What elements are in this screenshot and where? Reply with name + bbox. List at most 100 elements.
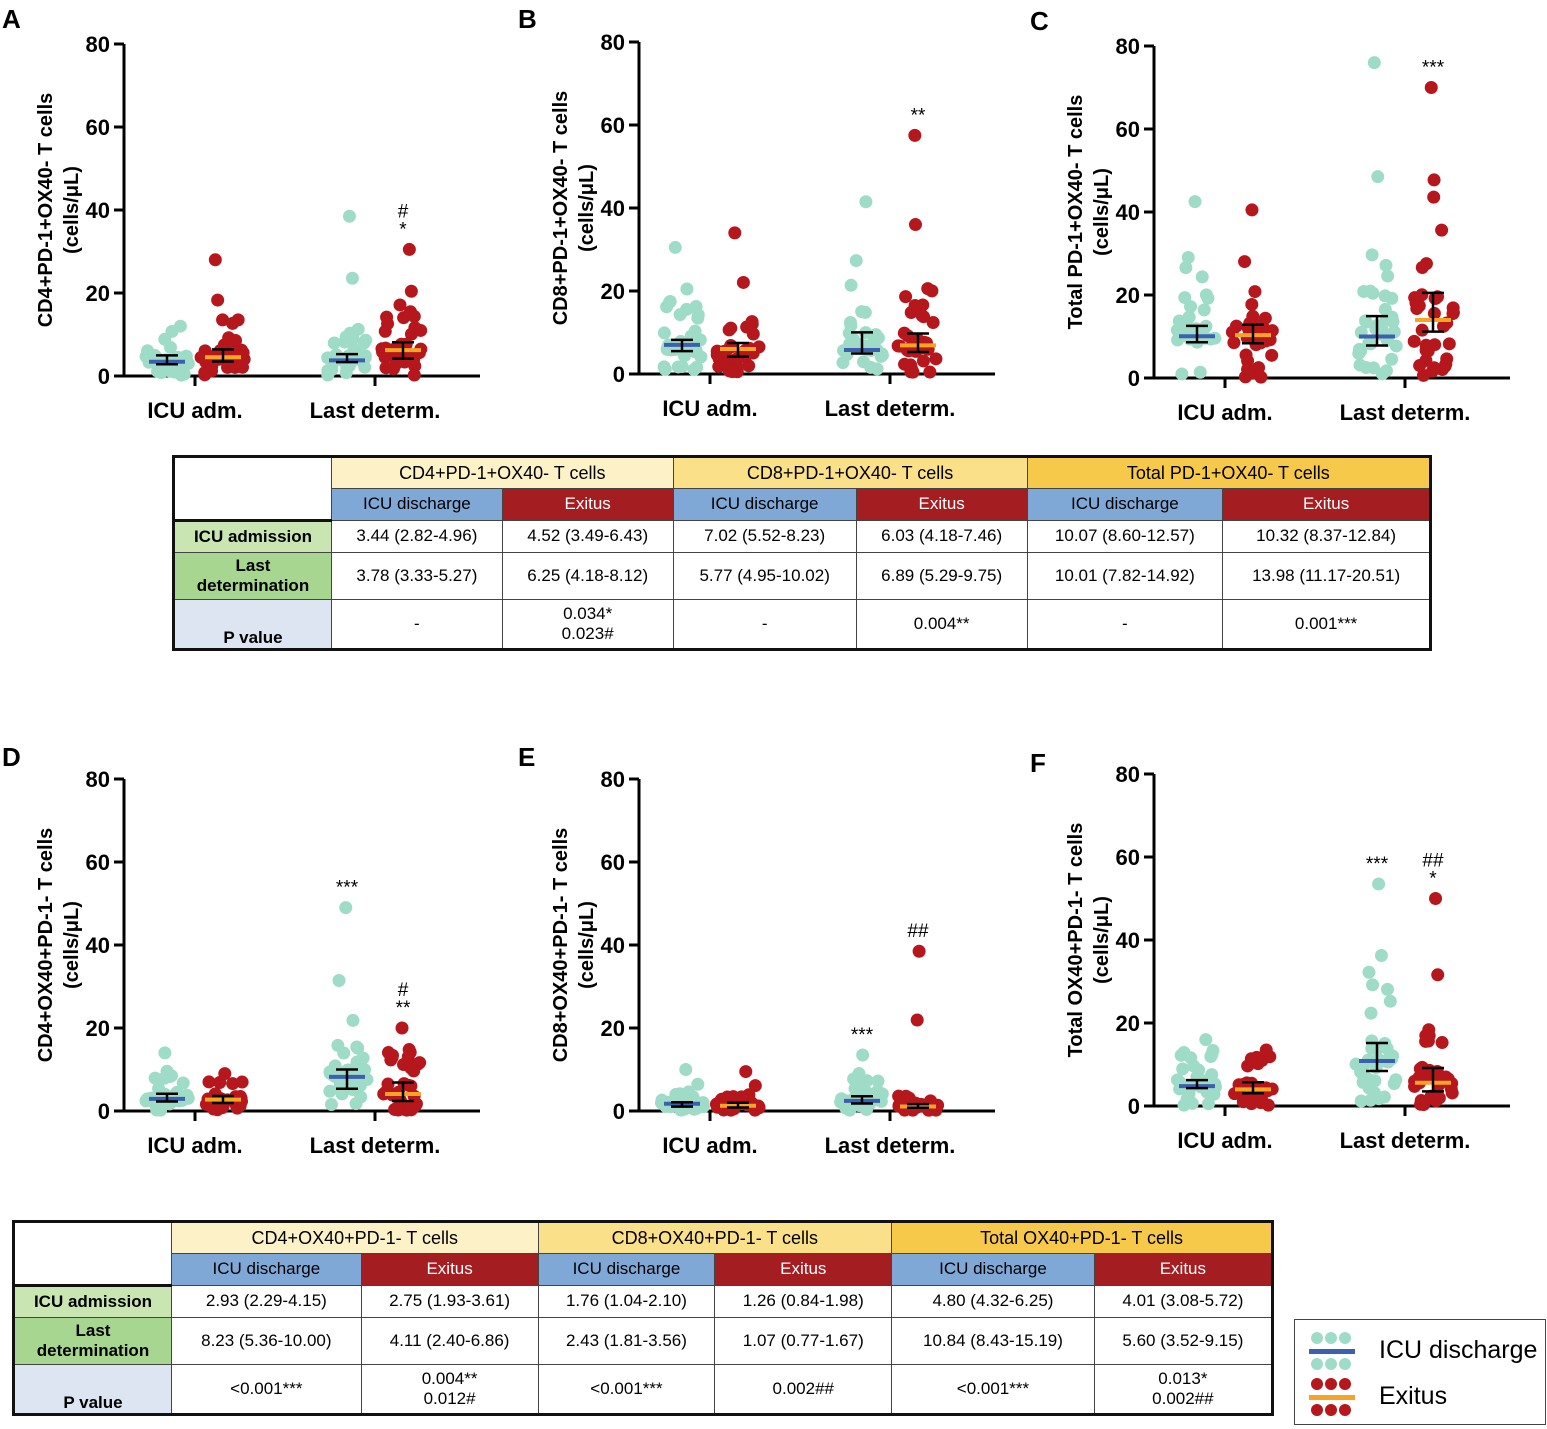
discharge-point <box>323 1084 337 1098</box>
table-subheader-discharge: ICU discharge <box>891 1253 1095 1286</box>
discharge-point <box>1181 251 1195 265</box>
discharge-point <box>1356 1069 1370 1083</box>
exitus-point <box>381 1046 395 1060</box>
chart-e: CD8+OX40+PD-1- T cells (cells/μL) 0 20 40 60 8… <box>550 767 995 1158</box>
discharge-point <box>691 1077 705 1091</box>
discharge-point <box>337 1046 351 1060</box>
exitus-point <box>720 1090 734 1104</box>
significance-annotation: *** <box>1422 58 1445 79</box>
y-axis-label: Total OX40+PD-1- T cells (cells/μL) <box>1065 823 1113 1058</box>
legend: ICU discharge Exitus <box>1294 1319 1546 1425</box>
y-tick-label: 60 <box>86 115 110 140</box>
table-group-header: CD8+PD-1+OX40- T cells <box>672 455 1028 489</box>
exitus-point <box>402 242 416 256</box>
table-subheader-discharge: ICU discharge <box>171 1253 362 1286</box>
table-subheader-discharge: ICU discharge <box>537 1253 716 1286</box>
summary-table-bottom: CD4+OX40+PD-1- T cells CD8+OX40+PD-1- T c… <box>12 1220 1274 1416</box>
significance-annotation: # <box>398 980 409 1001</box>
y-tick-label: 40 <box>86 198 110 223</box>
exitus-point <box>395 1021 409 1035</box>
discharge-point <box>356 1064 370 1078</box>
exitus-point <box>1424 81 1438 94</box>
discharge-point <box>855 305 869 319</box>
discharge-point <box>1378 302 1392 316</box>
table-cell: - <box>331 598 503 650</box>
discharge-point <box>346 1013 360 1027</box>
table-cell: <0.001*** <box>891 1363 1095 1415</box>
table-cell: 0.013* 0.002## <box>1093 1363 1274 1415</box>
table-cell: - <box>1026 598 1224 650</box>
discharge-point <box>1201 1097 1215 1111</box>
discharge-point <box>1359 314 1373 328</box>
exitus-point <box>235 1075 249 1089</box>
exitus-point <box>1446 307 1460 321</box>
exitus-point <box>736 275 750 289</box>
table-row-label: P value <box>12 1363 172 1415</box>
x-tick-label: Last determ. <box>825 1133 956 1158</box>
discharge-point <box>1381 269 1395 283</box>
discharge-point <box>1364 1093 1378 1107</box>
discharge-point <box>345 271 359 285</box>
discharge-point <box>1367 56 1381 70</box>
discharge-point <box>1377 1090 1391 1104</box>
exitus-point <box>1252 361 1266 375</box>
exitus-point <box>1407 334 1421 348</box>
y-axis-label: CD4+PD-1+OX40- T cells (cells/μL) <box>35 93 83 328</box>
discharge-point <box>1362 965 1376 979</box>
exitus-point <box>926 315 940 329</box>
exitus-point <box>1431 968 1445 982</box>
discharge-point <box>1385 352 1399 366</box>
x-tick-label: ICU adm. <box>147 398 242 423</box>
table-cell: 0.034* 0.023# <box>501 598 674 650</box>
exitus-point <box>404 1061 418 1075</box>
exitus-point <box>1435 1036 1449 1050</box>
y-tick-label: 20 <box>86 281 110 306</box>
discharge-point <box>680 302 694 316</box>
table-cell: <0.001*** <box>537 1363 716 1415</box>
exitus-point <box>916 354 930 368</box>
discharge-point <box>874 1094 888 1108</box>
discharge-point <box>1362 336 1376 350</box>
exitus-point <box>1244 1052 1258 1066</box>
exitus-point <box>1245 297 1259 311</box>
exitus-point <box>393 298 407 312</box>
table-cell: 1.76 (1.04-2.10) <box>537 1284 716 1318</box>
x-tick-label: Last determ. <box>1340 1128 1471 1153</box>
discharge-point <box>163 340 177 354</box>
y-tick-label: 60 <box>1116 117 1140 142</box>
chart-f: Total OX40+PD-1- T cells (cells/μL) 0 20 40 6… <box>1065 762 1510 1153</box>
exitus-point <box>1415 323 1429 337</box>
discharge-point <box>871 331 885 345</box>
discharge-point <box>657 326 671 340</box>
panel-label-f: F <box>1030 748 1046 778</box>
legend-item-discharge: ICU discharge <box>1379 1336 1538 1364</box>
y-tick-label: 80 <box>601 30 625 55</box>
chart-c: Total PD-1+OX40- T cells (cells/μL) 0 20 40 6… <box>1065 34 1510 425</box>
table-cell: 0.004** 0.012# <box>360 1363 539 1415</box>
table-cell: 4.01 (3.08-5.72) <box>1093 1284 1274 1318</box>
significance-annotation: ## <box>1422 851 1444 872</box>
panel-label-e: E <box>518 742 536 772</box>
discharge-point <box>1354 1094 1368 1108</box>
table-cell: 4.52 (3.49-6.43) <box>501 519 674 553</box>
exitus-point <box>723 364 737 378</box>
exitus-point <box>923 365 937 379</box>
discharge-point <box>1383 994 1397 1008</box>
y-tick-label: 0 <box>1128 366 1140 391</box>
exitus-point <box>1427 173 1441 187</box>
table-subheader-exitus: Exitus <box>1222 488 1431 521</box>
table-cell: 4.80 (4.32-6.25) <box>891 1284 1095 1318</box>
exitus-point <box>921 282 935 296</box>
exitus-point <box>1429 1094 1443 1108</box>
discharge-point <box>339 330 353 344</box>
legend-item-exitus: Exitus <box>1379 1382 1448 1410</box>
table-row-label: Last determination <box>172 551 332 600</box>
exitus-point <box>211 293 225 307</box>
exitus-point <box>1427 306 1441 320</box>
exitus-point <box>1238 255 1252 269</box>
discharge-point <box>173 319 187 333</box>
y-tick-label: 40 <box>601 933 625 958</box>
exitus-point <box>1442 337 1456 351</box>
discharge-point <box>854 1078 868 1092</box>
table-subheader-discharge: ICU discharge <box>331 488 503 521</box>
